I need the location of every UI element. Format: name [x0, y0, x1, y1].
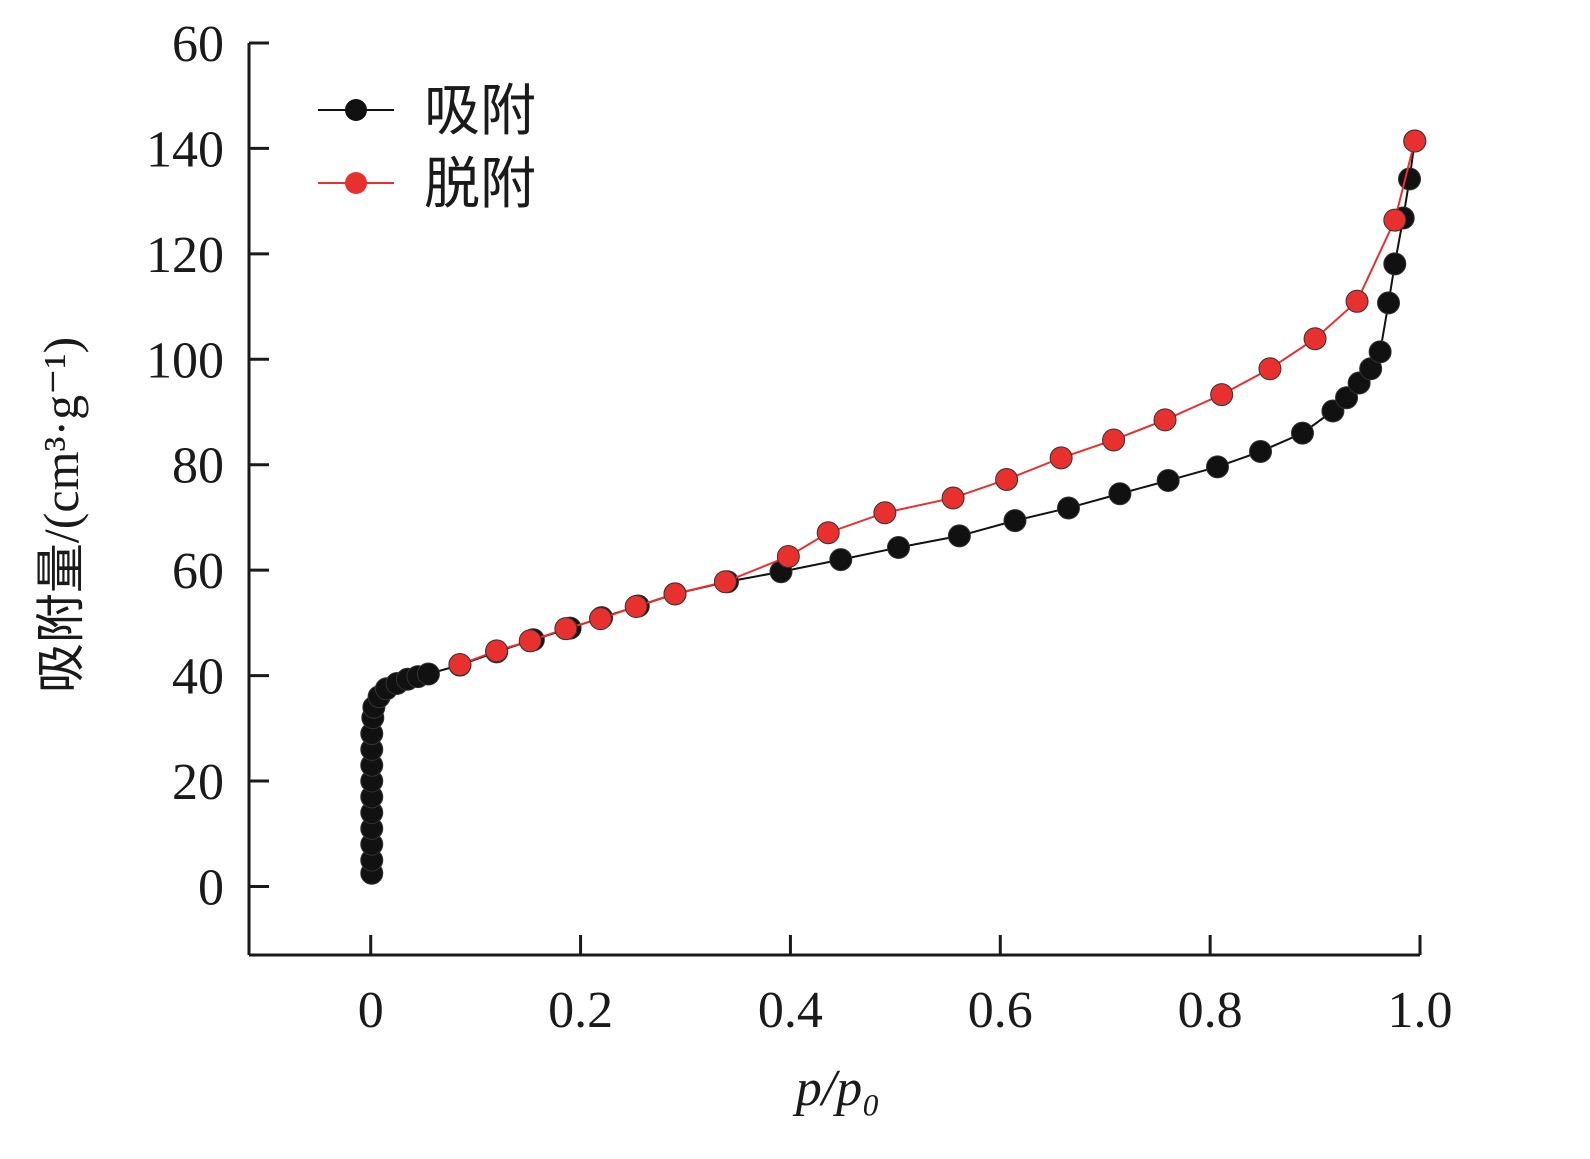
y-tick-label: 0 — [198, 859, 224, 916]
data-point — [416, 662, 440, 686]
data-point — [947, 524, 971, 548]
data-point — [1108, 482, 1132, 506]
data-point — [1398, 167, 1422, 191]
x-tick-label: 0.8 — [1178, 982, 1243, 1039]
legend-marker — [345, 99, 367, 121]
data-point — [1383, 252, 1407, 276]
data-point — [1102, 428, 1126, 452]
data-point — [1345, 289, 1369, 313]
data-point — [941, 486, 965, 510]
data-point — [1153, 408, 1177, 432]
data-point — [816, 521, 840, 545]
y-axis-label: 吸附量/(cm³·g⁻¹) — [33, 337, 89, 693]
x-tick-label: 0.2 — [548, 982, 613, 1039]
data-point — [1377, 291, 1401, 315]
data-point — [1205, 455, 1229, 479]
data-point — [1003, 509, 1027, 533]
data-point — [995, 467, 1019, 491]
data-point — [1383, 208, 1407, 232]
data-point — [518, 629, 542, 653]
data-point — [624, 595, 648, 619]
data-point — [663, 582, 687, 606]
data-point — [829, 548, 853, 572]
data-point — [1290, 421, 1314, 445]
data-point — [485, 639, 509, 663]
legend-marker — [345, 172, 367, 194]
x-tick-label: 0.4 — [758, 982, 823, 1039]
y-tick-label: 100 — [146, 332, 224, 389]
series-line — [459, 140, 1416, 666]
data-point — [1156, 469, 1180, 493]
data-point — [776, 544, 800, 568]
data-point — [1303, 327, 1327, 351]
data-point — [1258, 357, 1282, 381]
data-point — [1403, 129, 1427, 153]
data-point — [1249, 440, 1273, 464]
data-point — [589, 607, 613, 631]
data-point — [887, 535, 911, 559]
data-point — [448, 653, 472, 677]
legend-label: 脱附 — [424, 154, 536, 216]
y-tick-label: 60 — [172, 543, 224, 600]
x-axis-label: p/p₀ — [792, 1060, 881, 1117]
data-point — [1368, 340, 1392, 364]
x-tick-label: 0 — [358, 982, 384, 1039]
y-tick-label: 80 — [172, 438, 224, 495]
x-tick-label: 1.0 — [1388, 982, 1453, 1039]
data-point — [1056, 496, 1080, 520]
y-tick-label: 60 — [172, 16, 224, 73]
data-point — [713, 570, 737, 594]
data-point — [554, 617, 578, 641]
data-point — [1049, 446, 1073, 470]
y-tick-label: 140 — [146, 121, 224, 178]
y-tick-label: 20 — [172, 754, 224, 811]
y-tick-label: 120 — [146, 227, 224, 284]
data-point — [873, 501, 897, 525]
y-tick-label: 40 — [172, 649, 224, 706]
data-point — [1335, 386, 1359, 410]
data-point — [1210, 383, 1234, 407]
legend-label: 吸附 — [424, 81, 536, 143]
x-tick-label: 0.6 — [968, 982, 1033, 1039]
